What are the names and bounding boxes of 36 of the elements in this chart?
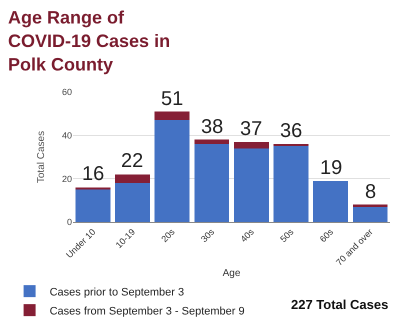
bar [154,120,190,222]
bar [352,206,388,222]
x-tick-label: 70 and over [334,226,375,268]
bar [234,148,269,222]
bar [115,183,150,222]
total-label: 19 [320,157,342,179]
y-axis-title: Total Cases [36,130,47,184]
total-label: 36 [280,120,302,142]
bar [234,142,269,148]
x-tick-label: 30s [198,226,217,244]
bar [115,174,150,183]
x-tick-label: 20s [159,226,178,244]
y-tick-label: 60 [62,87,72,98]
x-axis-title: Age [222,268,241,280]
y-tick-label: 0 [66,217,72,228]
total-label: 37 [240,118,262,140]
bar [313,180,348,222]
y-tick-label: 20 [62,174,72,184]
text: 227 Total Cases [291,297,388,312]
total-label: 8 [365,181,376,203]
x-tick-label: 40s [238,226,256,244]
x-tick-label: 60s [318,226,336,244]
total-label: 22 [121,150,144,172]
total-label: 16 [82,163,104,185]
bar [274,146,308,222]
x-tick-label: 50s [278,226,296,244]
legend-label: Cases prior to September 3 [50,286,184,298]
total-label: 38 [201,116,224,138]
bar [154,112,190,120]
bar [75,190,110,222]
total-label: 51 [161,88,184,110]
legend-label: Cases from September 3 - September 9 [50,305,245,318]
bar [194,140,230,144]
bar [194,144,230,222]
y-tick-label: 40 [62,130,72,140]
chart-title: Age Range of COVID-19 Cases in Polk County [8,7,170,74]
